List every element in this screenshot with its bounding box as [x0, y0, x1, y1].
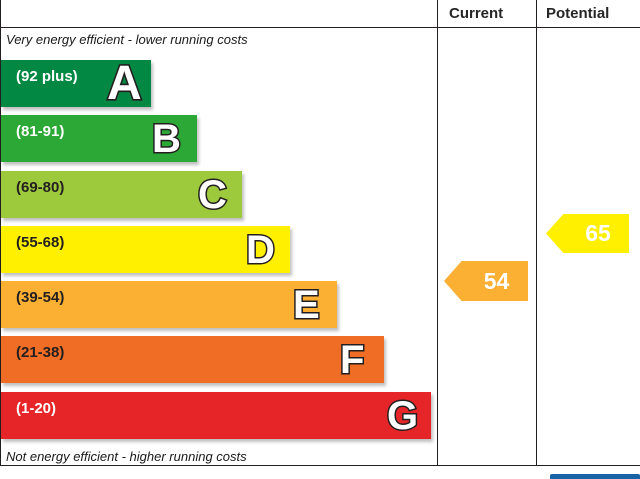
svg-text:A: A — [107, 57, 142, 110]
svg-text:B: B — [152, 117, 181, 161]
svg-text:D: D — [246, 228, 275, 272]
svg-text:C: C — [198, 173, 227, 217]
svg-text:F: F — [340, 338, 364, 382]
svg-text:G: G — [387, 394, 418, 438]
svg-text:E: E — [293, 283, 320, 327]
